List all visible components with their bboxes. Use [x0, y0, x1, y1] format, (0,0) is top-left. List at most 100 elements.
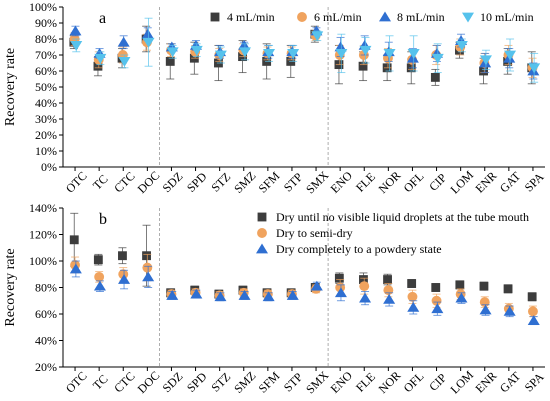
y-tick-label: 20%	[35, 128, 57, 142]
data-point	[286, 289, 299, 300]
data-point	[455, 280, 465, 290]
y-tick-label: 90%	[35, 16, 57, 30]
data-point	[383, 49, 396, 59]
data-point	[479, 297, 490, 308]
y-tick-label: 40%	[35, 96, 57, 110]
data-point	[359, 275, 368, 284]
y-axis-title: Recovery rate	[3, 248, 18, 326]
data-point	[479, 55, 492, 66]
data-point	[141, 28, 154, 39]
data-point	[479, 281, 489, 291]
legend-marker	[210, 12, 220, 22]
x-tick-label-ofl: OFL	[401, 369, 427, 395]
panel-b: 20% 40% 60% 80% 100% 120% 140% Recovery rate OTC…	[3, 201, 547, 397]
legend-marker	[255, 243, 269, 254]
data-point	[190, 288, 203, 299]
x-tick-label-stz: STZ	[208, 370, 233, 395]
panel-label: a	[99, 10, 106, 27]
x-tick-label-eno: ENO	[328, 168, 356, 196]
x-tick-label-doc: DOC	[135, 368, 163, 396]
x-tick-label-smz: SMZ	[231, 168, 258, 195]
data-point	[214, 50, 227, 61]
x-tick-label-lom: LOM	[447, 368, 476, 397]
legend-label: 10 mL/min	[480, 10, 534, 24]
data-point	[359, 281, 370, 292]
x-tick-label-eno: ENO	[328, 368, 356, 396]
y-tick-label: 30%	[35, 112, 57, 126]
legend-marker	[257, 228, 267, 238]
x-tick-label-smx: SMX	[303, 168, 332, 197]
legend: 4 mL/min 6 mL/min 8 mL/min 10 mL/min	[210, 10, 534, 24]
x-tick-label-enr: ENR	[472, 169, 499, 196]
x-tick-label-fle: FLE	[353, 370, 378, 395]
x-tick-label-fle: FLE	[353, 170, 378, 195]
legend-label: 8 mL/min	[397, 10, 445, 24]
data-point	[94, 53, 107, 64]
x-tick-label-cip: CIP	[426, 170, 449, 193]
x-tick-label-ctc: CTC	[111, 369, 137, 395]
legend-marker	[257, 212, 267, 222]
legend-marker	[461, 12, 475, 23]
x-tick-label-ofl: OFL	[401, 169, 427, 195]
y-tick-label: 80%	[35, 32, 57, 46]
x-tick-label-smz: SMZ	[231, 368, 258, 395]
legend: Dry until no visible liquid droplets at …	[255, 210, 529, 256]
data-point	[503, 305, 516, 316]
y-tick-label: 0%	[41, 160, 57, 174]
data-point	[310, 280, 323, 291]
series-3	[70, 17, 541, 83]
data-point	[528, 306, 538, 317]
data-point	[334, 287, 347, 298]
x-tick-label-otc: OTC	[63, 369, 90, 396]
data-point	[527, 315, 540, 325]
data-point	[93, 255, 103, 265]
data-point	[383, 275, 392, 284]
data-point	[166, 289, 179, 300]
data-point	[93, 280, 106, 291]
x-tick-label-lom: LOM	[447, 168, 476, 197]
x-tick-label-smx: SMX	[303, 368, 332, 397]
data-point	[118, 274, 131, 284]
data-point	[431, 283, 441, 292]
data-point	[334, 273, 344, 283]
x-tick-label-tc: TC	[90, 172, 111, 193]
panel-a: 0% 10% 20% 30% 40% 50% 60% 70% 80% 90% 100% Recover…	[3, 0, 547, 197]
data-point	[407, 49, 420, 59]
y-tick-label: 10%	[35, 144, 57, 158]
data-point	[359, 292, 372, 303]
data-point	[142, 37, 155, 48]
x-tick-label-otc: OTC	[63, 169, 90, 196]
legend-label: Dry to semi-dry	[276, 226, 353, 240]
y-tick-label: 40%	[35, 334, 57, 348]
legend-label: Dry until no visible liquid droplets at …	[276, 210, 529, 224]
data-point	[94, 271, 105, 282]
data-point	[238, 39, 251, 50]
data-point	[118, 57, 131, 67]
legend-marker	[297, 12, 307, 22]
data-point	[430, 72, 440, 82]
y-tick-label: 60%	[35, 64, 57, 78]
y-tick-label: 70%	[35, 48, 57, 62]
x-tick-label-sdz: SDZ	[160, 369, 186, 395]
data-point	[455, 41, 468, 51]
data-point	[528, 63, 541, 74]
x-tick-label-cip: CIP	[426, 370, 449, 393]
legend-marker	[378, 11, 392, 22]
data-point	[70, 41, 83, 51]
data-point	[407, 301, 420, 312]
x-tick-label-sdz: SDZ	[160, 169, 186, 195]
data-point	[263, 49, 276, 59]
x-tick-label-stp: STP	[281, 170, 306, 195]
data-point	[118, 251, 127, 261]
data-point	[406, 52, 419, 63]
x-tick-label-spa: SPA	[522, 370, 547, 395]
data-point	[262, 291, 275, 302]
panel-label: b	[99, 211, 107, 228]
data-point	[118, 269, 129, 280]
y-tick-label: 20%	[35, 360, 57, 374]
data-point	[407, 279, 417, 288]
data-point	[431, 53, 444, 64]
x-tick-label-tc: TC	[90, 372, 111, 393]
data-point	[190, 45, 203, 56]
y-tick-label: 50%	[35, 80, 57, 94]
